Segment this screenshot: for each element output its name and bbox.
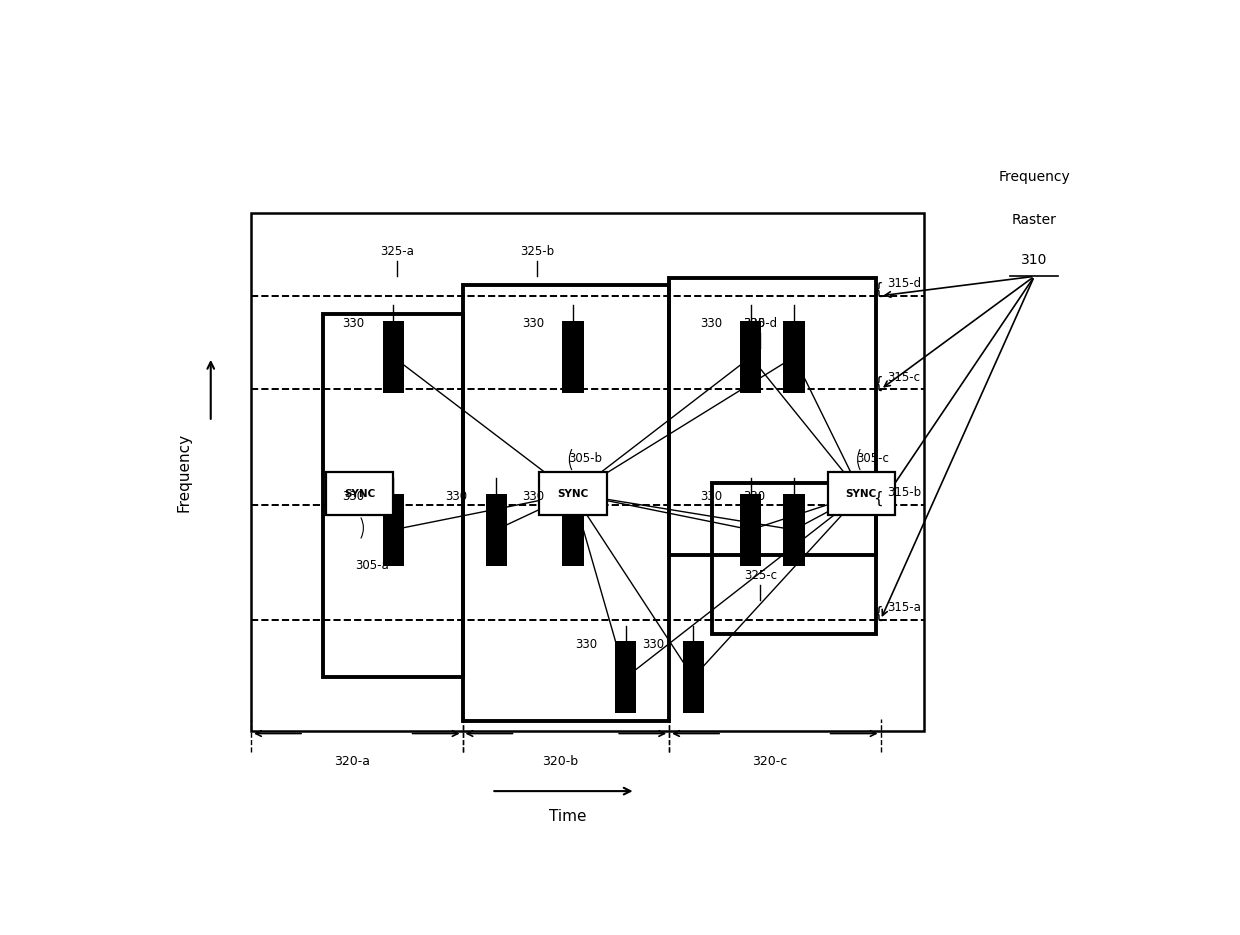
Text: SYNC: SYNC xyxy=(343,489,376,498)
Text: 330: 330 xyxy=(522,490,544,503)
Bar xyxy=(326,472,393,515)
Text: 315-d: 315-d xyxy=(888,277,921,290)
Text: {: { xyxy=(873,281,883,297)
Bar xyxy=(463,285,670,721)
Text: SYNC: SYNC xyxy=(558,489,589,498)
Bar xyxy=(383,321,404,393)
Bar xyxy=(712,483,875,634)
Bar xyxy=(670,278,875,555)
Text: 330: 330 xyxy=(575,638,596,651)
Bar xyxy=(563,494,584,566)
Text: Frequency: Frequency xyxy=(998,170,1070,184)
Text: 330: 330 xyxy=(342,317,365,330)
Text: 325-b: 325-b xyxy=(521,245,554,258)
Text: {: { xyxy=(873,606,883,621)
Text: 315-a: 315-a xyxy=(888,601,921,614)
Text: 330: 330 xyxy=(342,490,365,503)
Bar xyxy=(784,494,805,566)
Text: 330: 330 xyxy=(642,638,665,651)
Text: 320-a: 320-a xyxy=(334,755,370,769)
Text: Raster: Raster xyxy=(1012,213,1056,227)
Bar xyxy=(250,213,924,731)
Bar xyxy=(615,641,636,713)
Bar xyxy=(740,321,761,393)
Text: 320-b: 320-b xyxy=(542,755,579,769)
Text: Time: Time xyxy=(549,809,587,824)
Bar xyxy=(563,321,584,393)
Text: 330: 330 xyxy=(522,317,544,330)
Text: 310: 310 xyxy=(1021,252,1048,266)
Text: 330: 330 xyxy=(699,317,722,330)
Text: 315-c: 315-c xyxy=(888,370,920,383)
Text: 315-b: 315-b xyxy=(888,486,921,499)
Bar xyxy=(383,494,404,566)
Bar xyxy=(828,472,895,515)
Text: 330: 330 xyxy=(743,317,765,330)
Text: 330: 330 xyxy=(445,490,467,503)
Text: 325-c: 325-c xyxy=(744,568,777,582)
Text: 305-c: 305-c xyxy=(857,452,889,465)
Text: 320-c: 320-c xyxy=(753,755,787,769)
Text: {: { xyxy=(873,491,883,506)
Text: 330: 330 xyxy=(699,490,722,503)
Bar xyxy=(486,494,507,566)
Bar xyxy=(682,641,704,713)
Text: 325-d: 325-d xyxy=(743,317,777,330)
Text: SYNC: SYNC xyxy=(846,489,877,498)
Text: 330: 330 xyxy=(743,490,765,503)
Text: {: { xyxy=(873,375,883,391)
Bar xyxy=(740,494,761,566)
Text: 305-b: 305-b xyxy=(568,452,603,465)
Text: 325-a: 325-a xyxy=(381,245,414,258)
Bar xyxy=(784,321,805,393)
Text: 305-a: 305-a xyxy=(355,558,388,571)
Text: Frequency: Frequency xyxy=(176,433,191,511)
Bar xyxy=(324,314,463,677)
Bar xyxy=(539,472,606,515)
